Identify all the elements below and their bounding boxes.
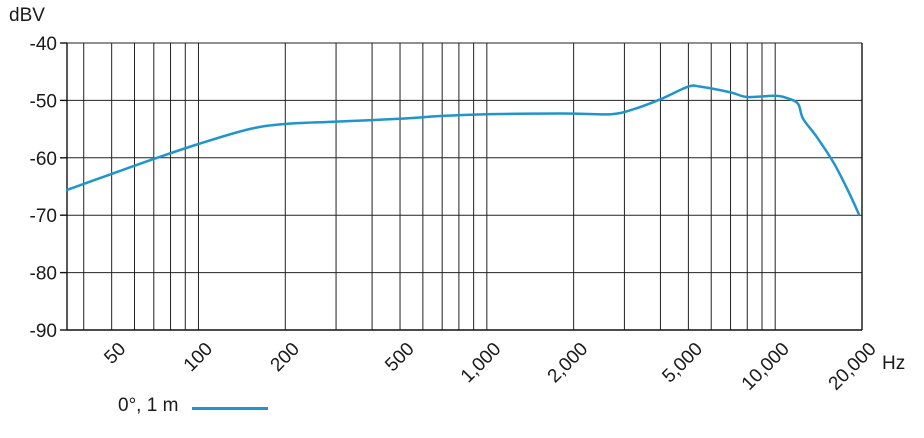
x-tick-label: 500	[381, 339, 418, 376]
y-tick-label: -50	[30, 91, 57, 112]
x-tick-label: 10,000	[738, 339, 794, 395]
y-tick-label: -90	[30, 321, 57, 342]
x-tick-label: 5,000	[659, 339, 707, 387]
y-tick-label: -40	[30, 34, 57, 55]
x-tick-label: 20,000	[825, 339, 881, 395]
y-tick-label: -60	[30, 149, 57, 170]
x-tick-label: 1,000	[457, 339, 505, 387]
y-tick-label: -70	[30, 206, 57, 227]
legend: 0°, 1 m	[118, 395, 269, 417]
legend-label: 0°, 1 m	[118, 395, 179, 416]
x-axis-unit-label: Hz	[882, 353, 905, 374]
plot-frame	[60, 42, 863, 331]
x-tick-label: 2,000	[544, 339, 592, 387]
x-tick-label: 200	[267, 339, 304, 376]
legend-line-swatch	[192, 406, 269, 410]
y-axis-unit-label: dBV	[9, 5, 45, 26]
y-tick-labels: -40 -50 -60 -70 -80 -90	[30, 34, 57, 342]
x-tick-label: 100	[180, 339, 217, 376]
x-tick-label: 50	[100, 339, 130, 369]
series-layer	[65, 84, 861, 216]
grid	[67, 42, 863, 331]
series-line	[65, 84, 861, 216]
x-tick-labels: 50 100 200 500 1,000 2,000 5,000 10,000 20,000	[100, 339, 880, 395]
y-tick-label: -80	[30, 264, 57, 285]
